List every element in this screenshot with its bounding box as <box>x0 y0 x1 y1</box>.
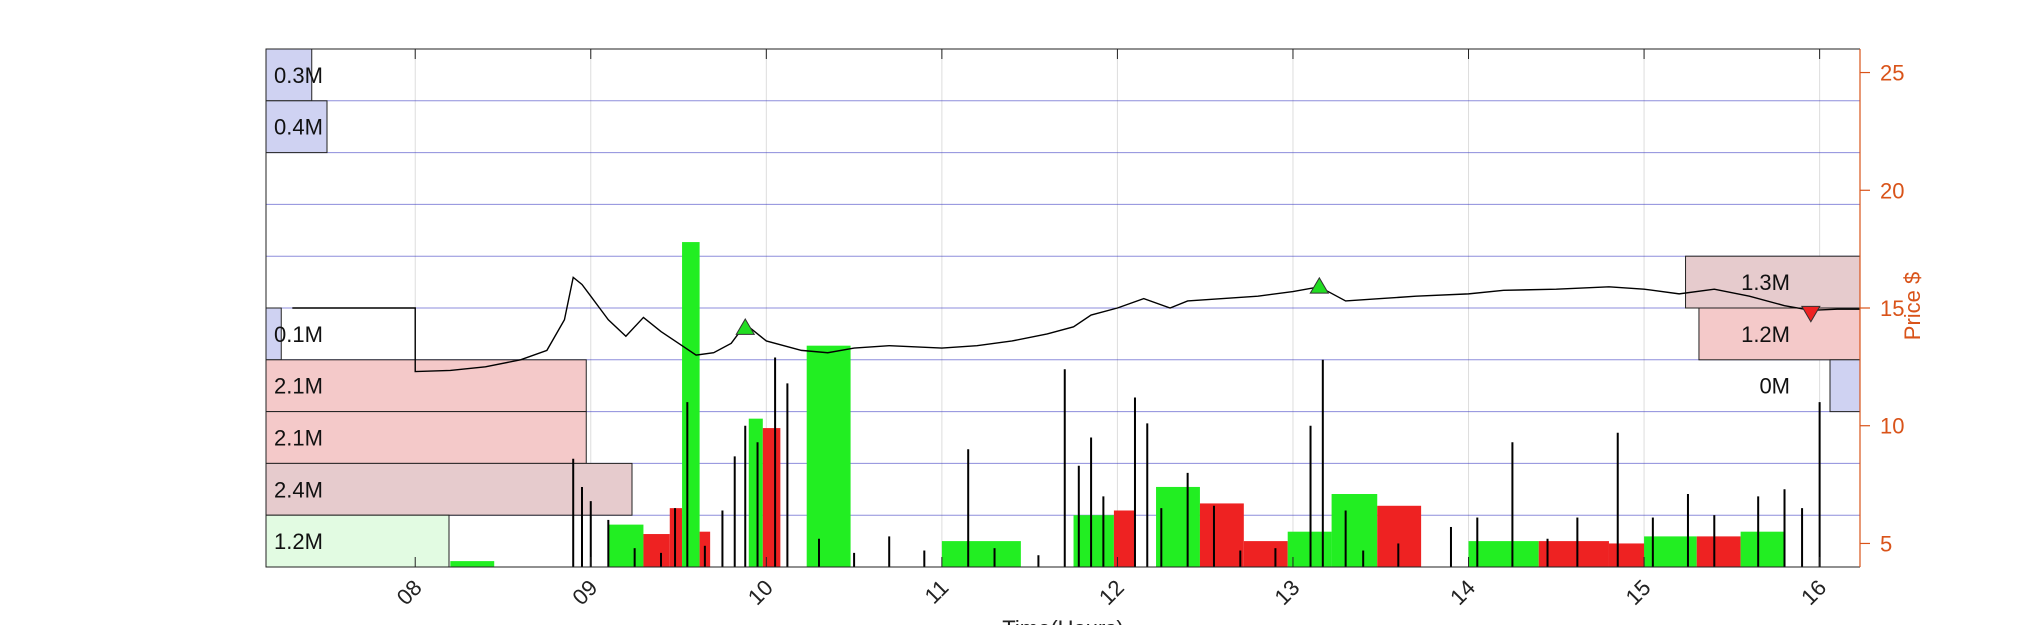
up-volume-bar <box>1073 515 1114 567</box>
volume-profile-bar <box>1698 307 1861 361</box>
down-volume-bar <box>1199 503 1244 567</box>
volume-profile-label: 1.2M <box>274 529 323 554</box>
up-volume-bar <box>1468 541 1539 567</box>
volume-bars <box>450 242 1785 567</box>
volume-profile-label: 0.4M <box>274 115 323 140</box>
y-tick-label: 20 <box>1880 178 1904 203</box>
x-tick-label: 10 <box>743 575 778 610</box>
down-volume-bar <box>643 534 670 567</box>
x-tick-label: 08 <box>392 575 427 610</box>
volume-profile-bar <box>265 100 328 154</box>
y-tick-label: 10 <box>1880 414 1904 439</box>
up-volume-bar <box>748 418 763 567</box>
down-volume-bar <box>1243 541 1288 567</box>
price-line <box>292 276 1860 373</box>
volume-profile-bar <box>265 411 587 464</box>
price-line-group <box>292 276 1860 373</box>
x-tick-label: 13 <box>1270 575 1305 610</box>
x-axis-title: Time(Hours) <box>1002 616 1123 625</box>
down-volume-bar <box>1113 510 1135 567</box>
volume-profile-label: 0.1M <box>274 322 323 347</box>
y-tick-label: 15 <box>1880 296 1904 321</box>
volume-profile-bar <box>265 359 587 413</box>
up-volume-bar <box>1331 494 1378 567</box>
y-tick-labels: 5 10 15 20 25 <box>1880 61 1904 557</box>
volume-profile-labels: 0.3M 0.4M 0.1M 2.1M 2.1M 2.4M 1.2M 1.3M 1.2M 0M <box>274 63 1790 554</box>
x-tick-label: 11 <box>920 575 954 609</box>
volume-profile-label: 2.4M <box>274 477 323 502</box>
volume-profile-label: 2.1M <box>274 426 323 451</box>
up-volume-bar <box>941 541 1021 567</box>
up-volume-bar <box>806 345 851 567</box>
x-tick-label: 16 <box>1796 575 1831 610</box>
down-volume-bar <box>1696 536 1741 567</box>
up-volume-bar <box>1740 531 1785 567</box>
volume-profile-label: 0M <box>1759 374 1790 399</box>
down-volume-bar <box>762 428 781 567</box>
x-tick-labels: 08 09 10 11 12 13 14 15 16 <box>392 575 1831 610</box>
x-tick-label: 12 <box>1094 575 1129 610</box>
volume-profile-label: 1.3M <box>1741 270 1790 295</box>
trade-markers <box>735 276 1821 335</box>
up-volume-bar <box>1156 486 1200 567</box>
buy-marker <box>735 318 756 335</box>
volume-spikes <box>572 357 1821 567</box>
volume-profile-bar <box>1685 255 1861 309</box>
down-volume-bar <box>1538 541 1609 567</box>
volume-profile <box>265 48 1861 568</box>
volume-profile-bar <box>265 462 633 516</box>
y-tick-label: 25 <box>1880 61 1904 86</box>
volume-profile-bar <box>265 514 450 568</box>
y-axis-title: Price $ <box>1900 272 1925 340</box>
volume-profile-bar <box>1829 359 1861 413</box>
buy-marker <box>1309 276 1330 294</box>
up-volume-bar <box>450 561 495 567</box>
volume-profile-label: 0.3M <box>274 63 323 88</box>
x-tick-label: 14 <box>1445 575 1480 610</box>
volume-profile-label: 2.1M <box>274 374 323 399</box>
up-volume-bar <box>682 242 700 567</box>
axes <box>265 48 1870 568</box>
y-tick-label: 5 <box>1880 531 1892 556</box>
x-tick-label: 15 <box>1621 575 1656 610</box>
x-tick-label: 09 <box>567 575 602 610</box>
volume-profile-label: 1.2M <box>1741 322 1790 347</box>
up-volume-bar <box>608 524 644 567</box>
sell-marker <box>1800 305 1821 323</box>
